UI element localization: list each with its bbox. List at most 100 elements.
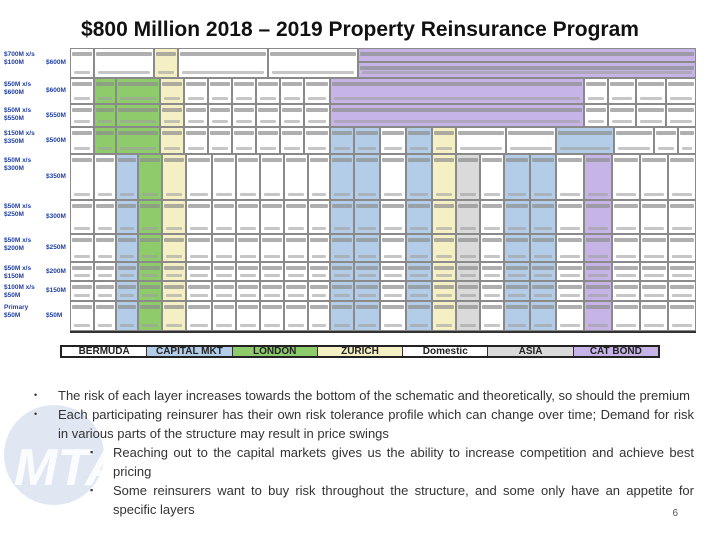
reinsurer-text-line xyxy=(482,204,502,208)
layer-limit-label: $250M xyxy=(46,244,66,251)
reinsurer-block xyxy=(236,262,260,281)
reinsurer-block xyxy=(556,234,584,262)
reinsurer-block xyxy=(506,127,556,154)
layer-limit-label: $550M xyxy=(46,111,66,119)
share-text-line xyxy=(216,193,232,196)
reinsurer-text-line xyxy=(670,285,694,289)
reinsurer-text-line xyxy=(382,131,404,135)
share-text-line xyxy=(460,227,476,230)
share-text-line xyxy=(236,120,252,123)
reinsurer-text-line xyxy=(670,266,694,270)
share-text-line xyxy=(588,294,608,297)
reinsurer-text-line xyxy=(434,266,454,270)
reinsurer-block xyxy=(236,200,260,234)
reinsurer-block xyxy=(612,154,640,200)
reinsurer-block xyxy=(480,301,504,331)
reinsurer-block xyxy=(186,234,212,262)
reinsurer-text-line xyxy=(482,285,502,289)
reinsurer-text-line xyxy=(186,108,206,112)
reinsurer-text-line xyxy=(558,238,582,242)
reinsurer-text-line xyxy=(210,108,230,112)
share-text-line xyxy=(460,147,502,150)
reinsurer-text-line xyxy=(164,305,184,309)
share-text-line xyxy=(384,255,402,258)
share-text-line xyxy=(588,227,608,230)
share-text-line xyxy=(484,274,500,277)
reinsurer-block xyxy=(380,127,406,154)
reinsurer-text-line xyxy=(332,238,352,242)
reinsurer-block xyxy=(354,234,380,262)
share-text-line xyxy=(142,274,158,277)
reinsurer-block xyxy=(160,78,184,104)
reinsurer-text-line xyxy=(238,285,258,289)
share-text-line xyxy=(460,193,476,196)
layer-limit-label: $350M xyxy=(46,173,66,180)
share-text-line xyxy=(264,193,280,196)
reinsurer-text-line xyxy=(642,204,666,208)
share-text-line xyxy=(644,274,664,277)
share-text-line xyxy=(510,147,552,150)
reinsurer-text-line xyxy=(614,158,638,162)
reinsurer-text-line xyxy=(434,305,454,309)
reinsurer-text-line xyxy=(310,238,328,242)
reinsurer-text-line xyxy=(356,305,378,309)
reinsurer-text-line xyxy=(72,285,92,289)
reinsurer-text-line xyxy=(162,82,182,86)
share-text-line xyxy=(240,274,256,277)
reinsurer-text-line xyxy=(508,131,554,135)
share-text-line xyxy=(534,324,552,327)
reinsurer-block xyxy=(480,281,504,301)
reinsurer-block xyxy=(584,301,612,331)
reinsurer-block xyxy=(456,200,480,234)
reinsurer-block xyxy=(406,281,432,301)
reinsurer-text-line xyxy=(72,238,92,242)
reinsurer-block xyxy=(94,281,116,301)
reinsurer-block xyxy=(612,200,640,234)
share-text-line xyxy=(362,71,692,74)
share-text-line xyxy=(190,324,208,327)
share-text-line xyxy=(264,255,280,258)
reinsurer-text-line xyxy=(356,285,378,289)
share-text-line xyxy=(644,294,664,297)
share-text-line xyxy=(284,147,300,150)
reinsurer-block xyxy=(304,127,330,154)
reinsurer-block xyxy=(162,234,186,262)
reinsurer-block xyxy=(380,200,406,234)
reinsurer-text-line xyxy=(638,108,664,112)
reinsurer-text-line xyxy=(214,158,234,162)
reinsurer-block xyxy=(284,234,308,262)
reinsurer-text-line xyxy=(434,158,454,162)
reinsurer-text-line xyxy=(162,131,182,135)
reinsurer-block xyxy=(380,281,406,301)
layer-limit-label: $600M xyxy=(46,87,66,94)
share-text-line xyxy=(334,193,350,196)
reinsurer-block xyxy=(186,262,212,281)
share-text-line xyxy=(644,193,664,196)
share-text-line xyxy=(142,193,158,196)
reinsurer-text-line xyxy=(656,131,676,135)
share-text-line xyxy=(358,147,376,150)
reinsurer-text-line xyxy=(188,204,210,208)
share-text-line xyxy=(166,324,182,327)
reinsurer-text-line xyxy=(214,204,234,208)
share-text-line xyxy=(334,294,350,297)
share-text-line xyxy=(158,71,174,74)
share-text-line xyxy=(644,255,664,258)
share-text-line xyxy=(384,324,402,327)
reinsurer-block xyxy=(556,200,584,234)
share-text-line xyxy=(98,324,112,327)
reinsurer-text-line xyxy=(614,204,638,208)
share-text-line xyxy=(236,97,252,100)
reinsurer-block xyxy=(432,281,456,301)
share-text-line xyxy=(644,227,664,230)
reinsurer-text-line xyxy=(532,285,554,289)
reinsurer-text-line xyxy=(614,238,638,242)
share-text-line xyxy=(166,227,182,230)
bullet-dot-icon: • xyxy=(34,390,38,400)
reinsurer-text-line xyxy=(434,204,454,208)
reinsurer-text-line xyxy=(270,52,356,56)
share-text-line xyxy=(616,227,636,230)
reinsurer-text-line xyxy=(332,204,352,208)
share-text-line xyxy=(120,97,156,100)
reinsurer-block xyxy=(154,48,178,78)
